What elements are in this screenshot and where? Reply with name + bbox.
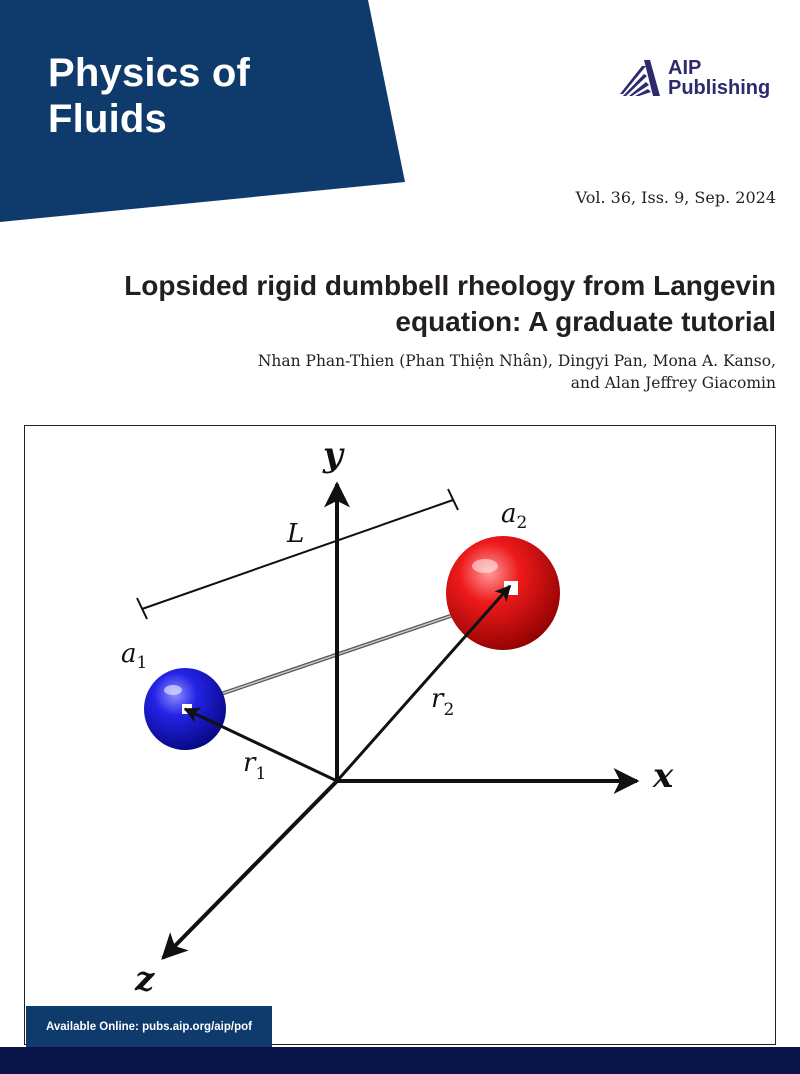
x-axis-label: x <box>652 756 674 796</box>
article-title-line2: equation: A graduate tutorial <box>395 306 776 337</box>
dumbbell-diagram: L y x z a1 a2 r1 r2 <box>121 435 674 999</box>
authors-line2: and Alan Jeffrey Giacomin <box>570 374 776 392</box>
journal-banner <box>0 0 405 222</box>
authors-line1: Nhan Phan-Thien (Phan Thiện Nhân), Dingy… <box>257 352 776 370</box>
vector-r2 <box>335 584 512 782</box>
author-list: Nhan Phan-Thien (Phan Thiện Nhân), Dingy… <box>156 350 776 394</box>
vector-r2-label: r2 <box>431 684 454 720</box>
length-label: L <box>286 519 304 549</box>
journal-title: Physics of Fluids <box>48 50 250 142</box>
publisher-name: AIP Publishing <box>668 58 770 98</box>
article-title-line1: Lopsided rigid dumbbell rheology from La… <box>124 270 776 301</box>
z-axis-label: z <box>134 959 155 999</box>
y-axis-label: y <box>322 435 345 475</box>
journal-title-line2: Fluids <box>48 97 167 141</box>
vector-r1 <box>183 707 338 783</box>
publisher-line1: AIP <box>668 57 702 79</box>
bead-1-label: a1 <box>121 639 147 673</box>
bead-2-label: a2 <box>501 499 527 533</box>
z-axis <box>161 779 339 960</box>
length-bracket <box>136 488 459 620</box>
publisher-logo: AIP Publishing <box>620 56 780 100</box>
cover-figure: L y x z a1 a2 r1 r2 <box>24 425 776 1045</box>
publisher-line2: Publishing <box>668 77 771 99</box>
journal-title-line1: Physics of <box>48 51 251 95</box>
available-online-badge[interactable]: Available Online: pubs.aip.org/aip/pof <box>26 1006 272 1047</box>
aip-logo-icon <box>620 60 660 96</box>
vector-r1-label: r1 <box>243 748 266 784</box>
article-title: Lopsided rigid dumbbell rheology from La… <box>56 268 776 340</box>
banner-shape <box>0 0 405 222</box>
footer-bar <box>0 1047 800 1074</box>
issue-info: Vol. 36, Iss. 9, Sep. 2024 <box>575 188 776 207</box>
